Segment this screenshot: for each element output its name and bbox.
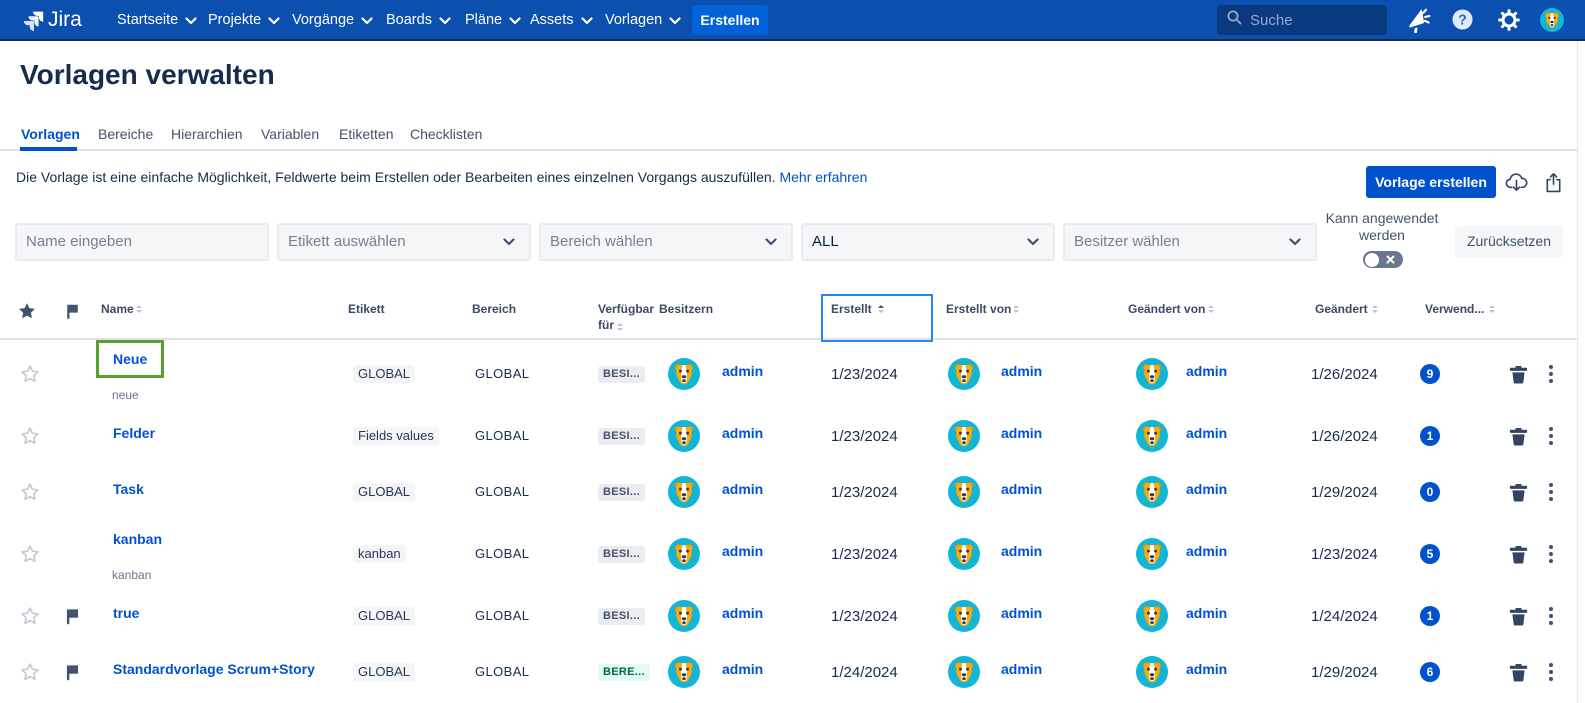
svg-text:?: ?	[1458, 12, 1467, 28]
